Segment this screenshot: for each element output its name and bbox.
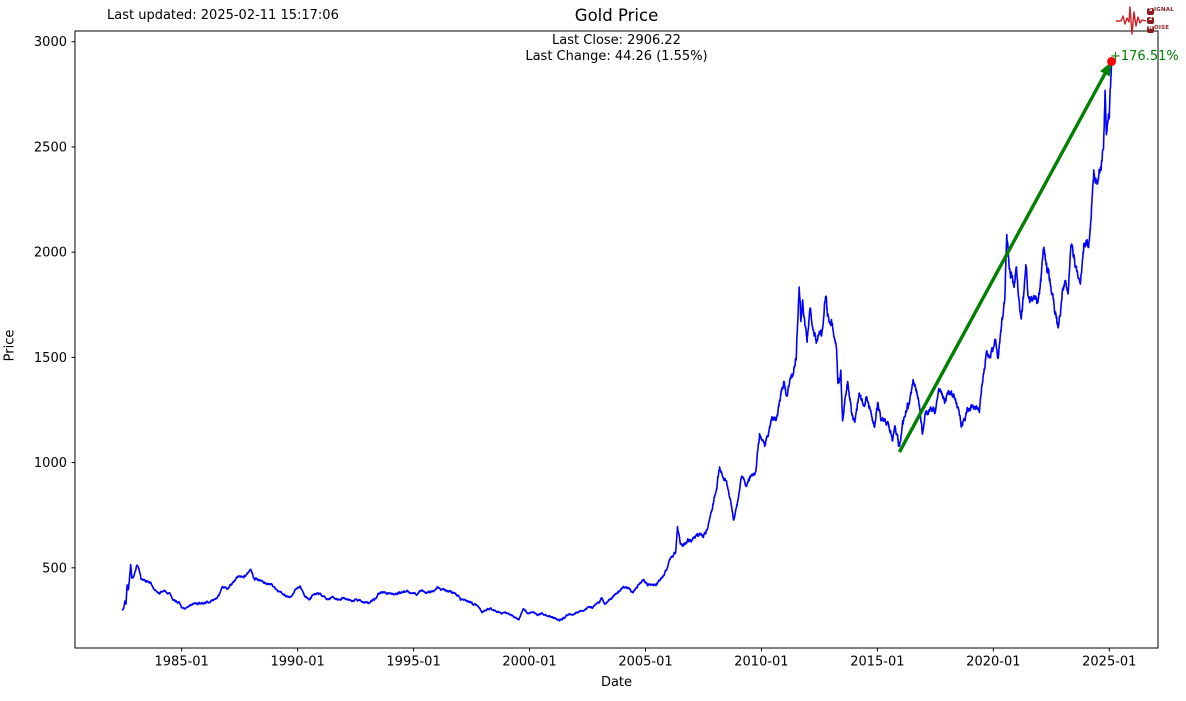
x-tick-label: 1995-01 bbox=[386, 655, 440, 670]
y-tick-label: 2500 bbox=[34, 140, 67, 155]
plot-border bbox=[74, 30, 1159, 649]
x-tick-label: 2000-01 bbox=[502, 655, 556, 670]
logo-row-noise: N OISE bbox=[1147, 25, 1174, 33]
waveform-icon bbox=[1116, 6, 1146, 35]
x-tick-label: 2015-01 bbox=[850, 655, 904, 670]
logo-badge-n: N bbox=[1147, 25, 1154, 33]
last-price-dot bbox=[1107, 56, 1117, 66]
last-change-text: Last Change: 44.26 (1.55%) bbox=[525, 49, 708, 64]
y-axis-label: Price bbox=[2, 329, 18, 362]
y-tick-label: 500 bbox=[42, 561, 67, 576]
y-tick-label: 1500 bbox=[34, 351, 67, 366]
chart-title: Gold Price bbox=[574, 6, 659, 25]
logo-rest-ignal: IGNAL bbox=[1154, 7, 1174, 14]
x-tick-label: 2020-01 bbox=[966, 655, 1020, 670]
trend-pct-annotation: +176.51% bbox=[1110, 49, 1179, 64]
logo-rest-oise: OISE bbox=[1154, 25, 1170, 32]
y-tick-label: 3000 bbox=[34, 35, 67, 50]
axis-ticks: 500 1000 1500 2000 2500 3000 1985-01 1990-01 199… bbox=[34, 35, 1137, 669]
last-updated-text: Last updated: 2025-02-11 15:17:06 bbox=[107, 8, 339, 23]
trend-arrowhead-icon bbox=[1100, 61, 1112, 77]
trend-arrow-line bbox=[897, 68, 1109, 453]
y-tick-label: 2000 bbox=[34, 246, 67, 261]
x-tick-label: 2010-01 bbox=[734, 655, 788, 670]
price-line-series bbox=[121, 61, 1113, 622]
logo-badge-2: 2 bbox=[1147, 16, 1154, 24]
x-tick-label: 2005-01 bbox=[618, 655, 672, 670]
last-close-text: Last Close: 2906.22 bbox=[552, 33, 681, 48]
logo-badge-s: S bbox=[1147, 7, 1154, 15]
logo-row-2: 2 bbox=[1147, 16, 1174, 24]
logo-row-signal: S IGNAL bbox=[1147, 7, 1174, 15]
signal2noise-logo: S IGNAL 2 N OISE bbox=[1116, 2, 1184, 38]
logo-text: S IGNAL 2 N OISE bbox=[1147, 7, 1174, 33]
x-tick-label: 1990-01 bbox=[270, 655, 324, 670]
x-tick-label: 2025-01 bbox=[1082, 655, 1136, 670]
x-tick-label: 1985-01 bbox=[155, 655, 209, 670]
x-axis-label: Date bbox=[600, 675, 633, 690]
y-tick-label: 1000 bbox=[34, 456, 67, 471]
